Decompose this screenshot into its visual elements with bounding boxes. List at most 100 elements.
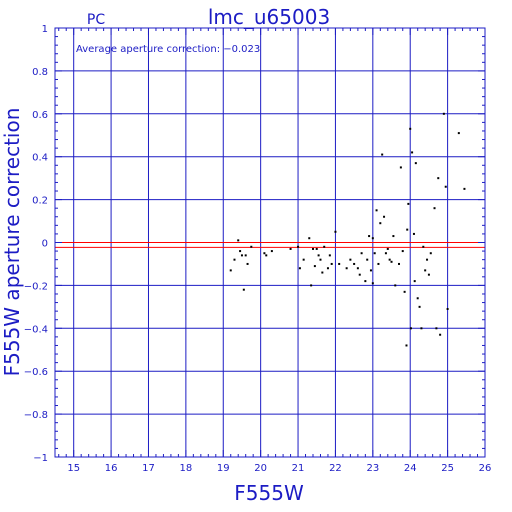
data-point [312, 247, 314, 250]
data-point [418, 305, 421, 308]
data-point [463, 187, 466, 190]
data-point [405, 344, 408, 347]
data-point [422, 245, 425, 248]
data-point [390, 260, 393, 263]
y-tick-label: −0.6 [24, 367, 48, 378]
data-point [338, 262, 341, 265]
data-point [371, 237, 374, 240]
x-tick-label: 18 [180, 463, 193, 474]
data-point [409, 127, 412, 130]
data-point [345, 267, 348, 270]
axis-ticks [55, 27, 486, 458]
data-point [433, 207, 436, 210]
y-tick-label: 0.2 [32, 196, 48, 207]
x-tick-label: 21 [292, 463, 305, 474]
data-point [313, 265, 316, 268]
data-points [229, 112, 466, 347]
y-tick-label: 0.4 [32, 153, 48, 164]
data-point [364, 280, 367, 283]
x-axis-label: F555W [234, 481, 304, 505]
data-point [360, 252, 363, 255]
data-point [349, 258, 352, 261]
data-point [411, 151, 414, 154]
data-point [323, 245, 326, 248]
chart-title: lmc_u65003 [208, 5, 330, 29]
data-point [250, 245, 253, 248]
data-point [263, 252, 266, 255]
x-tick-label: 26 [479, 463, 492, 474]
data-point [375, 209, 378, 212]
data-point [237, 239, 240, 242]
y-tick-label: −1 [33, 453, 48, 464]
data-point [388, 258, 391, 261]
data-point [394, 284, 397, 287]
y-tick-label: 0.6 [32, 110, 48, 121]
data-point [356, 267, 359, 270]
data-point [246, 262, 249, 265]
x-tick-label: 20 [254, 463, 267, 474]
data-point [319, 258, 322, 261]
data-point [437, 177, 440, 180]
y-tick-label: −0.4 [24, 324, 48, 335]
data-point [308, 237, 311, 240]
data-point [358, 273, 361, 276]
data-point [298, 267, 301, 270]
data-point [406, 228, 409, 231]
x-tick-label: 22 [329, 463, 342, 474]
data-point [403, 290, 406, 293]
x-tick-labels: 15 16 17 18 19 20 21 22 23 24 25 26 [67, 463, 491, 474]
y-tick-label: −0.8 [24, 410, 48, 421]
data-point [353, 262, 356, 265]
data-point [429, 252, 432, 255]
x-tick-label: 16 [105, 463, 118, 474]
y-tick-label: −0.2 [24, 281, 48, 292]
data-point [328, 254, 331, 257]
reference-lines [55, 242, 485, 248]
y-tick-label: 1 [42, 24, 48, 35]
y-tick-label: 0 [42, 239, 48, 250]
data-point [369, 269, 372, 272]
data-point [233, 258, 236, 261]
y-tick-label: 0.8 [32, 67, 48, 78]
data-point [401, 250, 404, 253]
data-point [289, 247, 292, 250]
data-point [444, 185, 447, 188]
data-point [412, 232, 415, 235]
data-point [366, 258, 369, 261]
data-point [321, 271, 324, 274]
data-point [457, 132, 460, 135]
x-tick-label: 25 [441, 463, 454, 474]
x-tick-label: 23 [366, 463, 379, 474]
data-point [368, 235, 371, 238]
data-point [315, 247, 318, 250]
data-point [426, 258, 429, 261]
data-point [265, 254, 268, 257]
data-point [409, 327, 412, 330]
data-point [302, 258, 305, 261]
data-point [427, 273, 430, 276]
data-point [435, 327, 438, 330]
y-tick-labels: −1 −0.8 −0.6 −0.4 −0.2 0 0.2 0.4 0.6 0.8 1 [24, 24, 48, 464]
data-point [330, 262, 333, 265]
data-point [270, 250, 273, 253]
data-point [384, 252, 387, 255]
data-point [399, 166, 402, 169]
data-point [392, 235, 395, 238]
data-point [379, 222, 382, 225]
grid-lines [55, 28, 485, 457]
data-point [229, 269, 232, 272]
x-tick-label: 17 [142, 463, 155, 474]
data-point [416, 297, 419, 300]
y-axis-label: F555W aperture correction [0, 108, 24, 377]
data-point [334, 230, 337, 233]
x-tick-label: 19 [217, 463, 230, 474]
data-point [439, 333, 442, 336]
data-point [240, 254, 243, 257]
data-point [398, 262, 400, 265]
chart-subtitle: PC [87, 12, 105, 28]
data-point [326, 267, 329, 270]
average-correction-annotation: Average aperture correction: −0.023 [76, 44, 260, 55]
data-point [413, 280, 416, 283]
data-point [424, 269, 427, 272]
